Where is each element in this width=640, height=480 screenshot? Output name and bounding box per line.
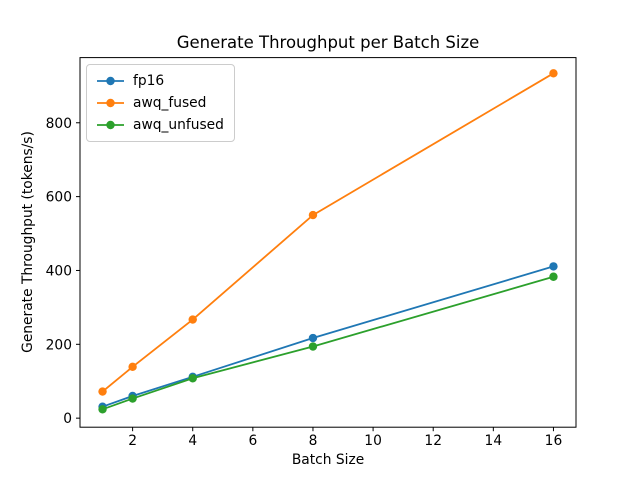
series-marker-awq_unfused — [549, 272, 558, 281]
x-tick-label: 6 — [248, 433, 257, 449]
legend-swatch-icon — [97, 120, 124, 130]
legend-item-fp16: fp16 — [96, 70, 224, 92]
y-tick-label: 600 — [46, 190, 72, 206]
series-marker-awq_fused — [128, 362, 137, 372]
series-line-awq_unfused — [101, 275, 555, 411]
x-tick-label: 10 — [364, 433, 382, 449]
series-marker-awq_fused — [188, 315, 197, 324]
legend-label: fp16 — [133, 73, 165, 89]
y-tick-label: 400 — [46, 263, 72, 279]
series-marker-fp16 — [549, 262, 558, 271]
legend-swatch-icon — [97, 76, 124, 86]
series-marker-awq_unfused — [128, 394, 137, 403]
legend-item-awq_fused: awq_fused — [96, 92, 224, 114]
y-tick-label: 200 — [46, 337, 72, 353]
legend-label: awq_unfused — [133, 117, 224, 133]
legend: fp16 awq_fused awq_unfused — [86, 64, 235, 142]
y-tick-label: 0 — [63, 411, 72, 427]
x-tick-label: 2 — [128, 433, 137, 449]
series-marker-awq_unfused — [98, 405, 107, 414]
x-tick-label: 8 — [309, 433, 318, 449]
x-tick-label: 14 — [485, 433, 503, 449]
legend-item-awq_unfused: awq_unfused — [96, 114, 224, 136]
chart-title: Generate Throughput per Batch Size — [176, 33, 480, 52]
series-marker-awq_fused — [98, 387, 107, 396]
series-marker-fp16 — [308, 333, 318, 343]
x-tick-label: 16 — [545, 433, 563, 449]
x-tick-label: 12 — [424, 433, 442, 449]
legend-swatch-icon — [97, 98, 124, 108]
x-tick-label: 4 — [188, 433, 197, 449]
axes-frame — [79, 57, 577, 428]
x-axis-label: Batch Size — [291, 452, 365, 468]
series-marker-awq_fused — [549, 69, 558, 78]
y-tick-label: 800 — [46, 116, 72, 132]
series-marker-awq_fused — [308, 210, 318, 220]
series-marker-awq_unfused — [188, 374, 197, 383]
legend-label: awq_fused — [133, 95, 207, 111]
series-marker-awq_unfused — [308, 342, 318, 351]
